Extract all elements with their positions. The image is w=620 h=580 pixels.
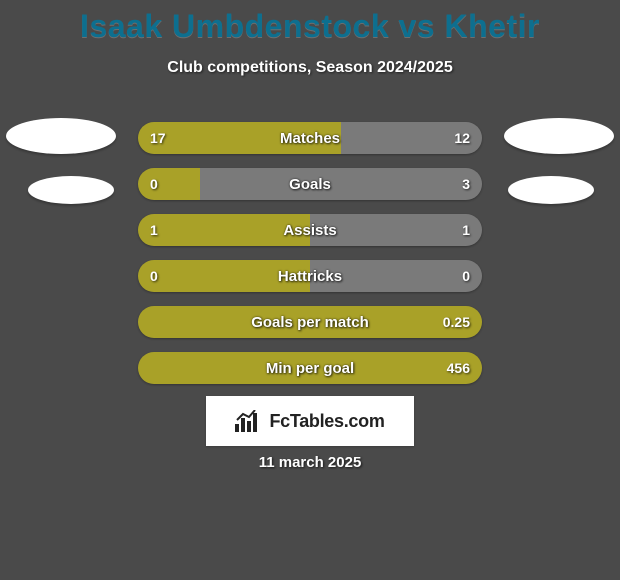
player2-avatar-secondary [508, 176, 594, 204]
player1-avatar-secondary [28, 176, 114, 204]
stat-bar-player1 [138, 122, 341, 154]
page-title: Isaak Umbdenstock vs Khetir [0, 0, 620, 45]
stat-bar-player1 [138, 260, 310, 292]
stat-row: Min per goal456 [138, 352, 482, 384]
stat-row: Goals per match0.25 [138, 306, 482, 338]
footer-date: 11 march 2025 [0, 454, 620, 471]
player1-avatar-main [6, 118, 116, 154]
stat-bar-player2 [200, 168, 482, 200]
comparison-card: Isaak Umbdenstock vs Khetir Club competi… [0, 0, 620, 580]
stat-bar-player2 [310, 214, 482, 246]
stat-bar-player2 [341, 122, 482, 154]
stat-bar-player2 [310, 260, 482, 292]
chart-icon [235, 410, 261, 432]
stat-bar-player1 [138, 168, 200, 200]
stat-row: Hattricks00 [138, 260, 482, 292]
stat-bar-player1 [138, 306, 482, 338]
stat-bar-player1 [138, 214, 310, 246]
stat-row: Assists11 [138, 214, 482, 246]
stat-rows: Matches1712 Goals03 Assists11 Hattricks00 Go… [138, 122, 482, 398]
stat-row: Goals03 [138, 168, 482, 200]
stat-row: Matches1712 [138, 122, 482, 154]
watermark[interactable]: FcTables.com [206, 396, 414, 446]
watermark-text: FcTables.com [269, 411, 384, 432]
subtitle: Club competitions, Season 2024/2025 [0, 59, 620, 77]
stat-bar-player1 [138, 352, 482, 384]
player2-avatar-main [504, 118, 614, 154]
